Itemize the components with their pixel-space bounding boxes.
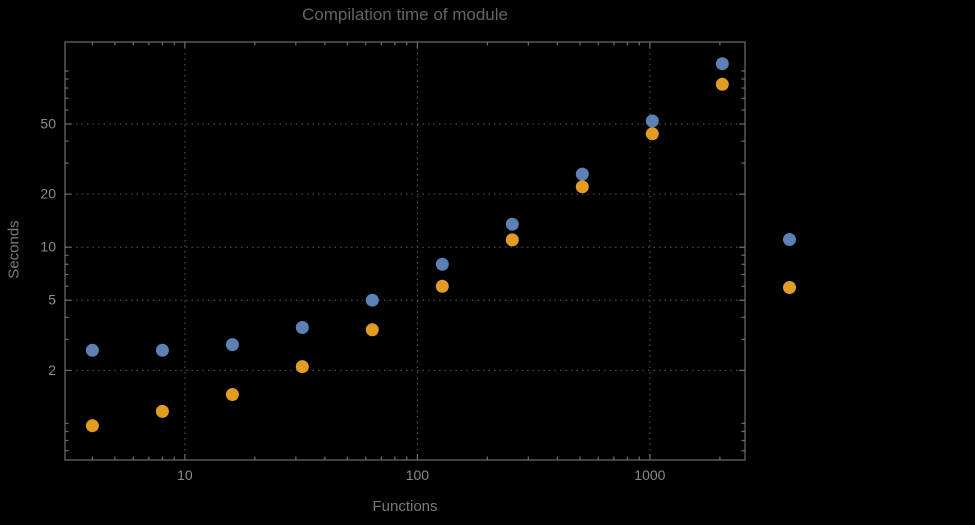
- y-axis-label: Seconds: [5, 220, 23, 279]
- data-point-series_1: [155, 343, 169, 357]
- data-point-series_1: [645, 114, 659, 128]
- data-point-series_2: [715, 77, 729, 91]
- plot-frame: [64, 41, 746, 461]
- data-point-series_2: [225, 388, 239, 401]
- data-point-series_1: [365, 293, 379, 307]
- data-point-series_2: [575, 180, 589, 194]
- data-point-series_2: [505, 233, 519, 247]
- y-tick-label: 5: [48, 292, 56, 308]
- legend: [783, 233, 799, 303]
- chart-title: Compilation time of module: [302, 5, 508, 24]
- y-tick-label: 10: [40, 239, 56, 255]
- data-point-series_1: [435, 257, 449, 271]
- x-tick-label: 1000: [634, 467, 665, 483]
- data-point-series_1: [295, 321, 309, 334]
- data-point-series_2: [435, 279, 449, 293]
- data-point-series_2: [85, 419, 99, 433]
- data-point-series_1: [575, 167, 589, 181]
- legend-marker-series1: [783, 233, 796, 246]
- legend-marker-series2: [783, 281, 796, 294]
- data-point-series_2: [155, 404, 169, 418]
- x-tick-label: 10: [177, 467, 193, 483]
- x-tick-label: 100: [406, 467, 430, 483]
- data-point-series_2: [645, 127, 659, 141]
- data-point-series_2: [365, 323, 379, 337]
- data-point-series_1: [225, 338, 239, 352]
- data-point-series_1: [505, 217, 519, 231]
- data-point-series_1: [715, 57, 729, 71]
- y-tick-label: 20: [40, 186, 56, 202]
- data-point-series_2: [295, 360, 309, 374]
- y-tick-label: 2: [48, 362, 56, 378]
- data-point-series_1: [85, 343, 99, 357]
- y-tick-label: 50: [40, 116, 56, 132]
- x-axis-label: Functions: [372, 498, 438, 515]
